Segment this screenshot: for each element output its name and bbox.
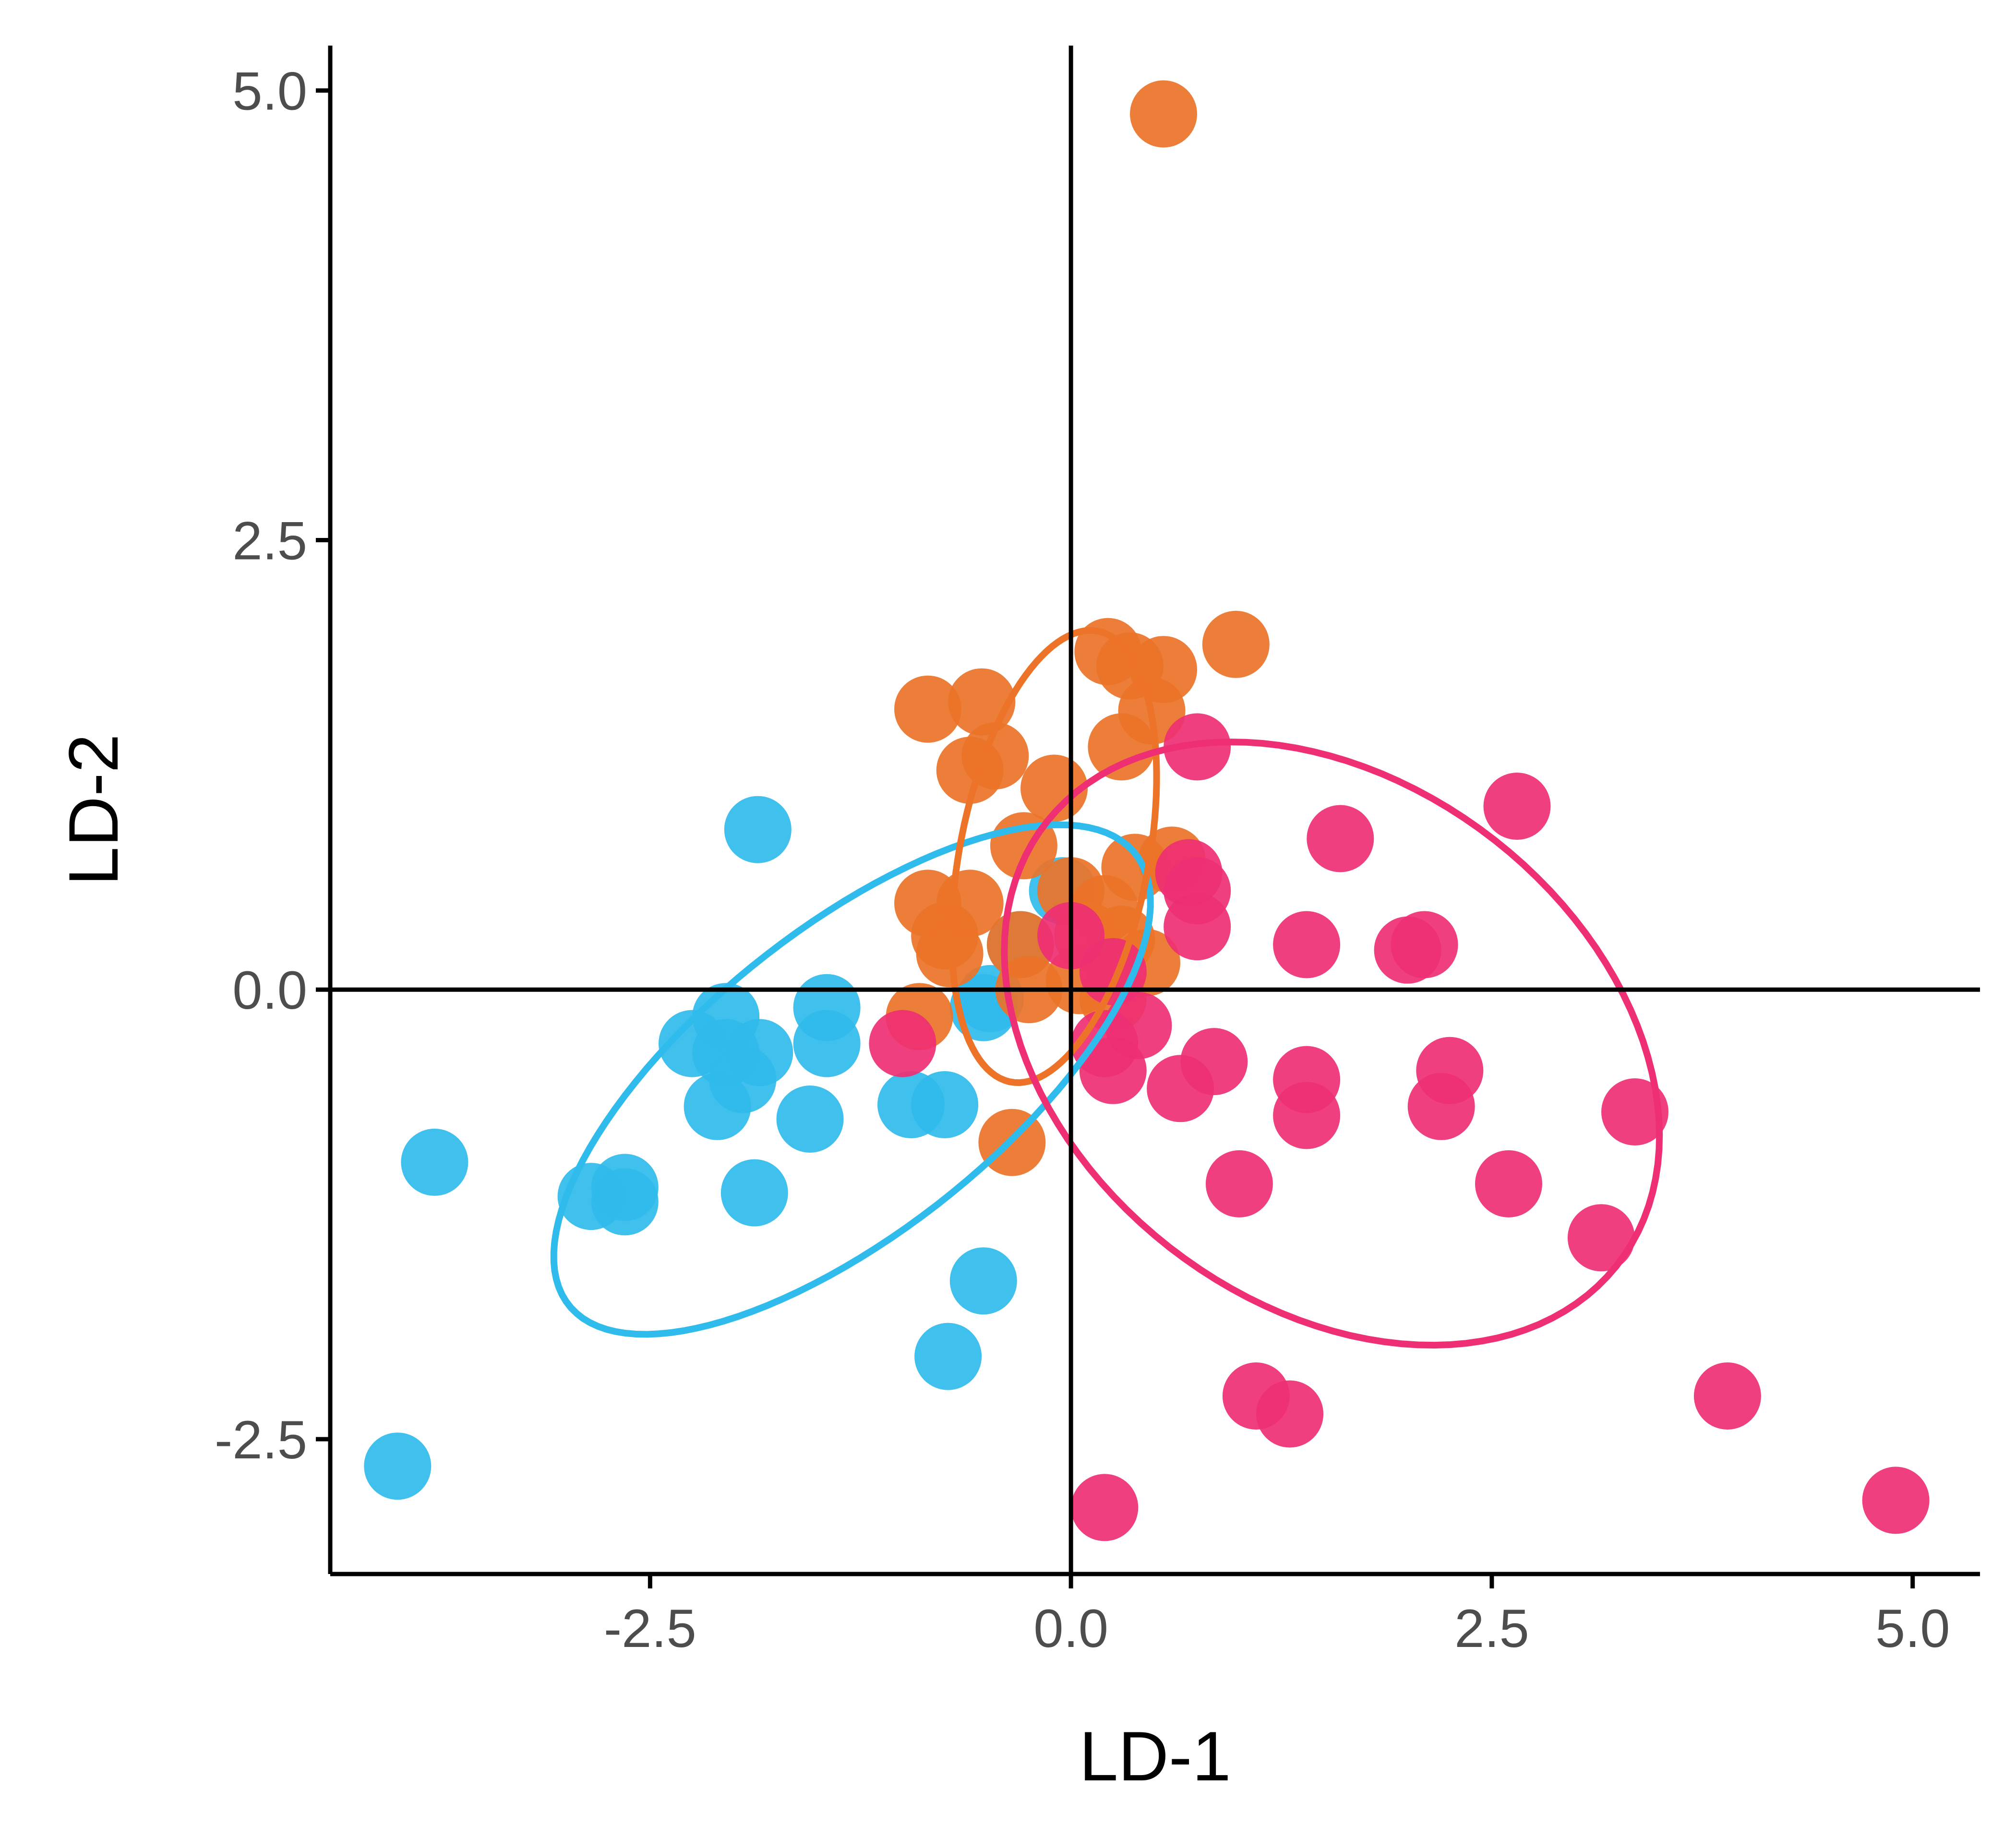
data-point: [1079, 1037, 1147, 1104]
data-point: [1205, 1150, 1273, 1217]
axes: -2.5 0.0 2.5 5.0 -2.5 0.0 2.5 5.0: [215, 46, 1980, 1658]
data-point: [894, 675, 961, 743]
data-point: [1862, 1467, 1930, 1534]
data-point: [724, 796, 792, 863]
data-point: [911, 1071, 979, 1138]
x-tick-label: 2.5: [1454, 1598, 1529, 1658]
data-point: [1693, 1362, 1761, 1430]
y-axis-title: LD-2: [54, 734, 132, 885]
x-tick-label: -2.5: [604, 1598, 696, 1658]
y-tick-label: 0.0: [232, 960, 307, 1020]
data-point: [720, 1159, 788, 1227]
x-axis-title: LD-1: [1079, 1717, 1231, 1795]
data-point: [1407, 1073, 1475, 1140]
data-point: [591, 1168, 659, 1236]
y-tick-label: 2.5: [232, 511, 307, 571]
data-point: [914, 1323, 982, 1390]
data-point: [949, 1247, 1017, 1315]
data-point: [869, 1010, 936, 1077]
data-point: [684, 1073, 751, 1140]
data-point: [793, 1010, 861, 1077]
data-point: [1475, 1150, 1542, 1217]
data-point: [1071, 1474, 1139, 1541]
data-point: [1130, 80, 1197, 148]
data-point: [1601, 1078, 1668, 1145]
x-tick-label: 5.0: [1875, 1598, 1950, 1658]
data-point: [364, 1432, 432, 1500]
y-tick-label: 5.0: [232, 61, 307, 121]
data-point: [776, 1086, 844, 1153]
data-point: [1256, 1380, 1324, 1448]
group-ellipse: [1001, 739, 1663, 1349]
data-point: [1164, 893, 1231, 961]
points-layer: [364, 80, 1930, 1541]
data-point: [1273, 1082, 1341, 1149]
data-point: [1202, 610, 1270, 678]
data-point: [1147, 1055, 1214, 1122]
data-point: [1567, 1204, 1635, 1272]
x-tick-label: 0.0: [1033, 1598, 1108, 1658]
data-point: [1391, 911, 1458, 978]
data-point: [401, 1128, 468, 1196]
data-point: [1307, 805, 1374, 872]
data-point: [1273, 911, 1341, 978]
y-tick-label: -2.5: [215, 1410, 307, 1470]
group-ellipse: [948, 627, 1160, 1086]
data-point: [1483, 773, 1551, 840]
